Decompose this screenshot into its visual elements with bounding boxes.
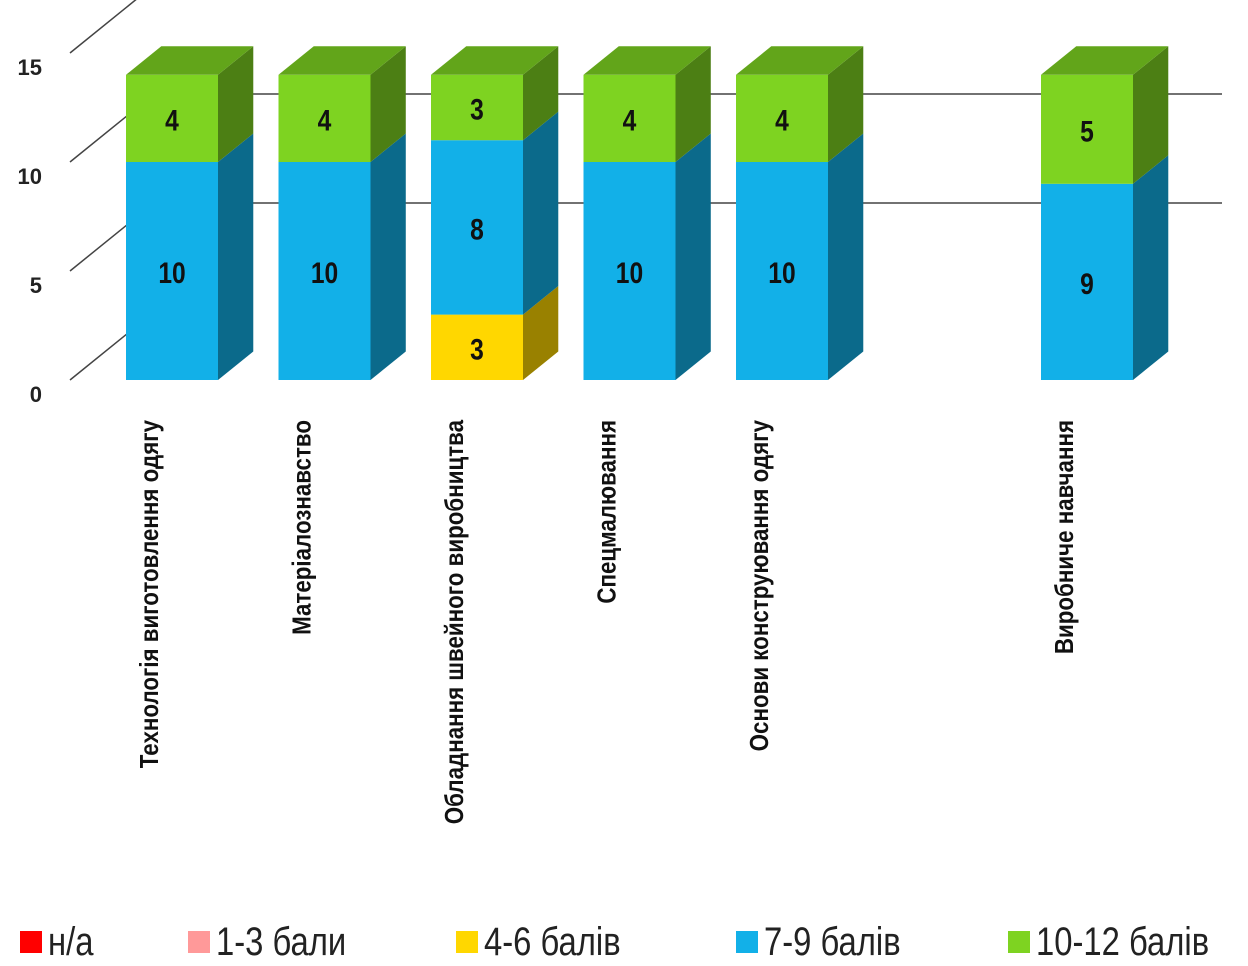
y-axis-ticks: 0 5 10 15 — [18, 55, 42, 407]
bar-top — [126, 46, 254, 75]
x-axis-labels: Технологія виготовлення одягу Матеріалозн… — [135, 420, 1079, 825]
data-label: 3 — [470, 332, 484, 366]
data-label: 10 — [616, 256, 643, 290]
legend-item: 7-9 балів — [736, 918, 931, 966]
bar-segment — [431, 140, 523, 315]
y-tick-label: 15 — [18, 55, 42, 80]
bar-segment — [431, 314, 523, 380]
x-category-label: Матеріалознавство — [288, 420, 317, 635]
data-label: 10 — [158, 256, 185, 290]
bar-top — [583, 46, 711, 75]
data-label: 4 — [775, 103, 789, 137]
legend-label: 4-6 балів — [484, 919, 621, 964]
bar-side — [218, 46, 254, 162]
data-label: 8 — [470, 212, 484, 246]
bar-top — [1041, 46, 1169, 75]
bar-side — [523, 111, 559, 315]
bar-segment — [278, 74, 371, 162]
bar-segment — [1041, 183, 1133, 380]
legend-swatch — [1008, 931, 1030, 953]
bar-side — [675, 133, 711, 380]
data-label: 5 — [1080, 114, 1094, 148]
legend-label: н/а — [48, 919, 94, 964]
legend-item: 10-12 балів — [1008, 918, 1247, 966]
bar-segment — [583, 74, 676, 162]
grid-diagonal — [69, 0, 137, 54]
bar-side — [1133, 155, 1169, 380]
legend-label: 10-12 балів — [1036, 919, 1210, 964]
legend-swatch — [736, 931, 758, 953]
bar-stack: 10 4 — [736, 46, 864, 380]
bar-segment — [126, 162, 218, 380]
bar-side — [218, 133, 254, 380]
data-label: 4 — [318, 103, 332, 137]
legend-item: 1-3 бали — [188, 918, 375, 966]
bar-side — [370, 133, 406, 380]
bar-segment — [431, 74, 523, 141]
bar-side — [1133, 46, 1169, 184]
data-label: 9 — [1080, 267, 1094, 301]
bar-stack: 95 — [1041, 46, 1169, 380]
x-category-label: Обладнання швейного виробництва — [440, 420, 469, 825]
data-label: 4 — [165, 103, 179, 137]
bar-segment — [736, 74, 828, 162]
bar-side — [675, 46, 711, 162]
bar-side — [523, 286, 559, 380]
bar-side — [828, 46, 864, 162]
legend-swatch — [456, 931, 478, 953]
legend-item: 4-6 балів — [456, 918, 651, 966]
legend-label: 7-9 балів — [764, 919, 901, 964]
bar-stack: 10 4 — [126, 46, 254, 380]
legend-swatch — [188, 931, 210, 953]
bar-top — [431, 46, 559, 75]
bar-segment — [583, 162, 676, 380]
legend-item: н/а — [20, 918, 103, 966]
bar-top — [278, 46, 406, 75]
data-label: 4 — [623, 103, 637, 137]
bar-segment — [1041, 74, 1133, 184]
legend-swatch — [20, 931, 42, 953]
bar-stack: 10 4 — [278, 46, 406, 380]
x-category-label: Спецмалювання — [593, 420, 622, 604]
x-category-label: Виробниче навчання — [1050, 420, 1079, 654]
y-tick-label: 0 — [30, 382, 42, 407]
bar-stack: 3 8 3 — [431, 46, 559, 380]
x-category-label: Основи конструювання одягу — [745, 420, 774, 752]
bar-side — [370, 46, 406, 162]
bar-side — [828, 133, 864, 380]
data-label: 10 — [311, 256, 338, 290]
y-tick-label: 5 — [30, 273, 42, 298]
bar-segment — [736, 162, 828, 380]
legend: н/а 1-3 бали 4-6 балів 7-9 балів 10-12 балів — [0, 918, 1248, 966]
bar-segment — [278, 162, 371, 380]
data-label: 10 — [768, 256, 795, 290]
legend-label: 1-3 бали — [216, 919, 347, 964]
bar-stack: 10 4 — [583, 46, 711, 380]
bar-segment — [126, 74, 218, 162]
data-label: 3 — [470, 92, 484, 126]
bar-top — [736, 46, 864, 75]
y-tick-label: 10 — [18, 164, 42, 189]
bar-side — [523, 46, 559, 141]
x-category-label: Технологія виготовлення одягу — [135, 420, 164, 769]
